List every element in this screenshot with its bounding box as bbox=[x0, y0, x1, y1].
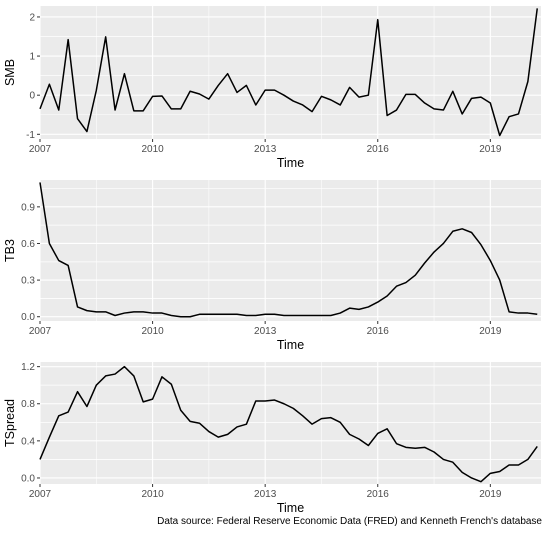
x-tick-label: 2007 bbox=[29, 489, 52, 500]
y-tick-label: -1 bbox=[26, 130, 35, 141]
y-axis-title: SMB bbox=[3, 59, 17, 86]
x-tick-label: 2016 bbox=[367, 326, 390, 337]
y-tick-label: 0 bbox=[29, 91, 35, 102]
x-tick-label: 2010 bbox=[141, 326, 164, 337]
x-tick-label: 2013 bbox=[254, 144, 277, 155]
series-line-tb3 bbox=[39, 182, 538, 318]
x-tick-label: 2010 bbox=[141, 144, 164, 155]
x-tick-label: 2019 bbox=[479, 144, 502, 155]
y-axis-title: TSpread bbox=[3, 399, 17, 447]
x-tick-label: 2019 bbox=[479, 326, 502, 337]
y-tick-label: 1.2 bbox=[21, 362, 35, 373]
y-tick-label: 0.6 bbox=[21, 239, 35, 250]
plot-background bbox=[40, 362, 541, 484]
y-tick-label: 0.4 bbox=[21, 436, 35, 447]
y-axis-title: TB3 bbox=[3, 239, 17, 262]
y-tick-label: 0.9 bbox=[21, 202, 35, 213]
x-tick-label: 2013 bbox=[254, 489, 277, 500]
y-tick-label: 0.0 bbox=[21, 312, 35, 323]
x-tick-label: 2007 bbox=[29, 144, 52, 155]
x-axis-title: Time bbox=[277, 156, 304, 170]
x-tick-label: 2016 bbox=[367, 489, 390, 500]
y-tick-label: 0.0 bbox=[21, 473, 35, 484]
panel-tb3: 2007 2010 2013 2016 2019 0.0 0.3 0.6 0.9 Time TB3 bbox=[3, 180, 541, 352]
plot-background bbox=[40, 6, 541, 139]
x-axis-title: Time bbox=[277, 338, 304, 352]
data-source-caption: Data source: Federal Reserve Economic Da… bbox=[157, 516, 542, 527]
x-tick-label: 2010 bbox=[141, 489, 164, 500]
plot-background bbox=[40, 180, 541, 321]
x-tick-label: 2019 bbox=[479, 489, 502, 500]
series-line-smb bbox=[39, 8, 538, 137]
panel-smb: 2007 2010 2013 2016 2019 -1 0 1 2 Time SMB bbox=[3, 6, 541, 170]
x-tick-label: 2016 bbox=[367, 144, 390, 155]
panel-tspread: 2007 2010 2013 2016 2019 0.0 0.4 0.8 1.2 Time TSpr… bbox=[3, 362, 541, 515]
y-tick-label: 2 bbox=[29, 12, 35, 23]
y-tick-label: 0.3 bbox=[21, 276, 35, 287]
y-tick-label: 0.8 bbox=[21, 399, 35, 410]
x-tick-label: 2007 bbox=[29, 326, 52, 337]
y-tick-label: 1 bbox=[29, 52, 35, 63]
x-tick-label: 2013 bbox=[254, 326, 277, 337]
x-axis-title: Time bbox=[277, 501, 304, 515]
series-line-tspread bbox=[39, 365, 538, 483]
